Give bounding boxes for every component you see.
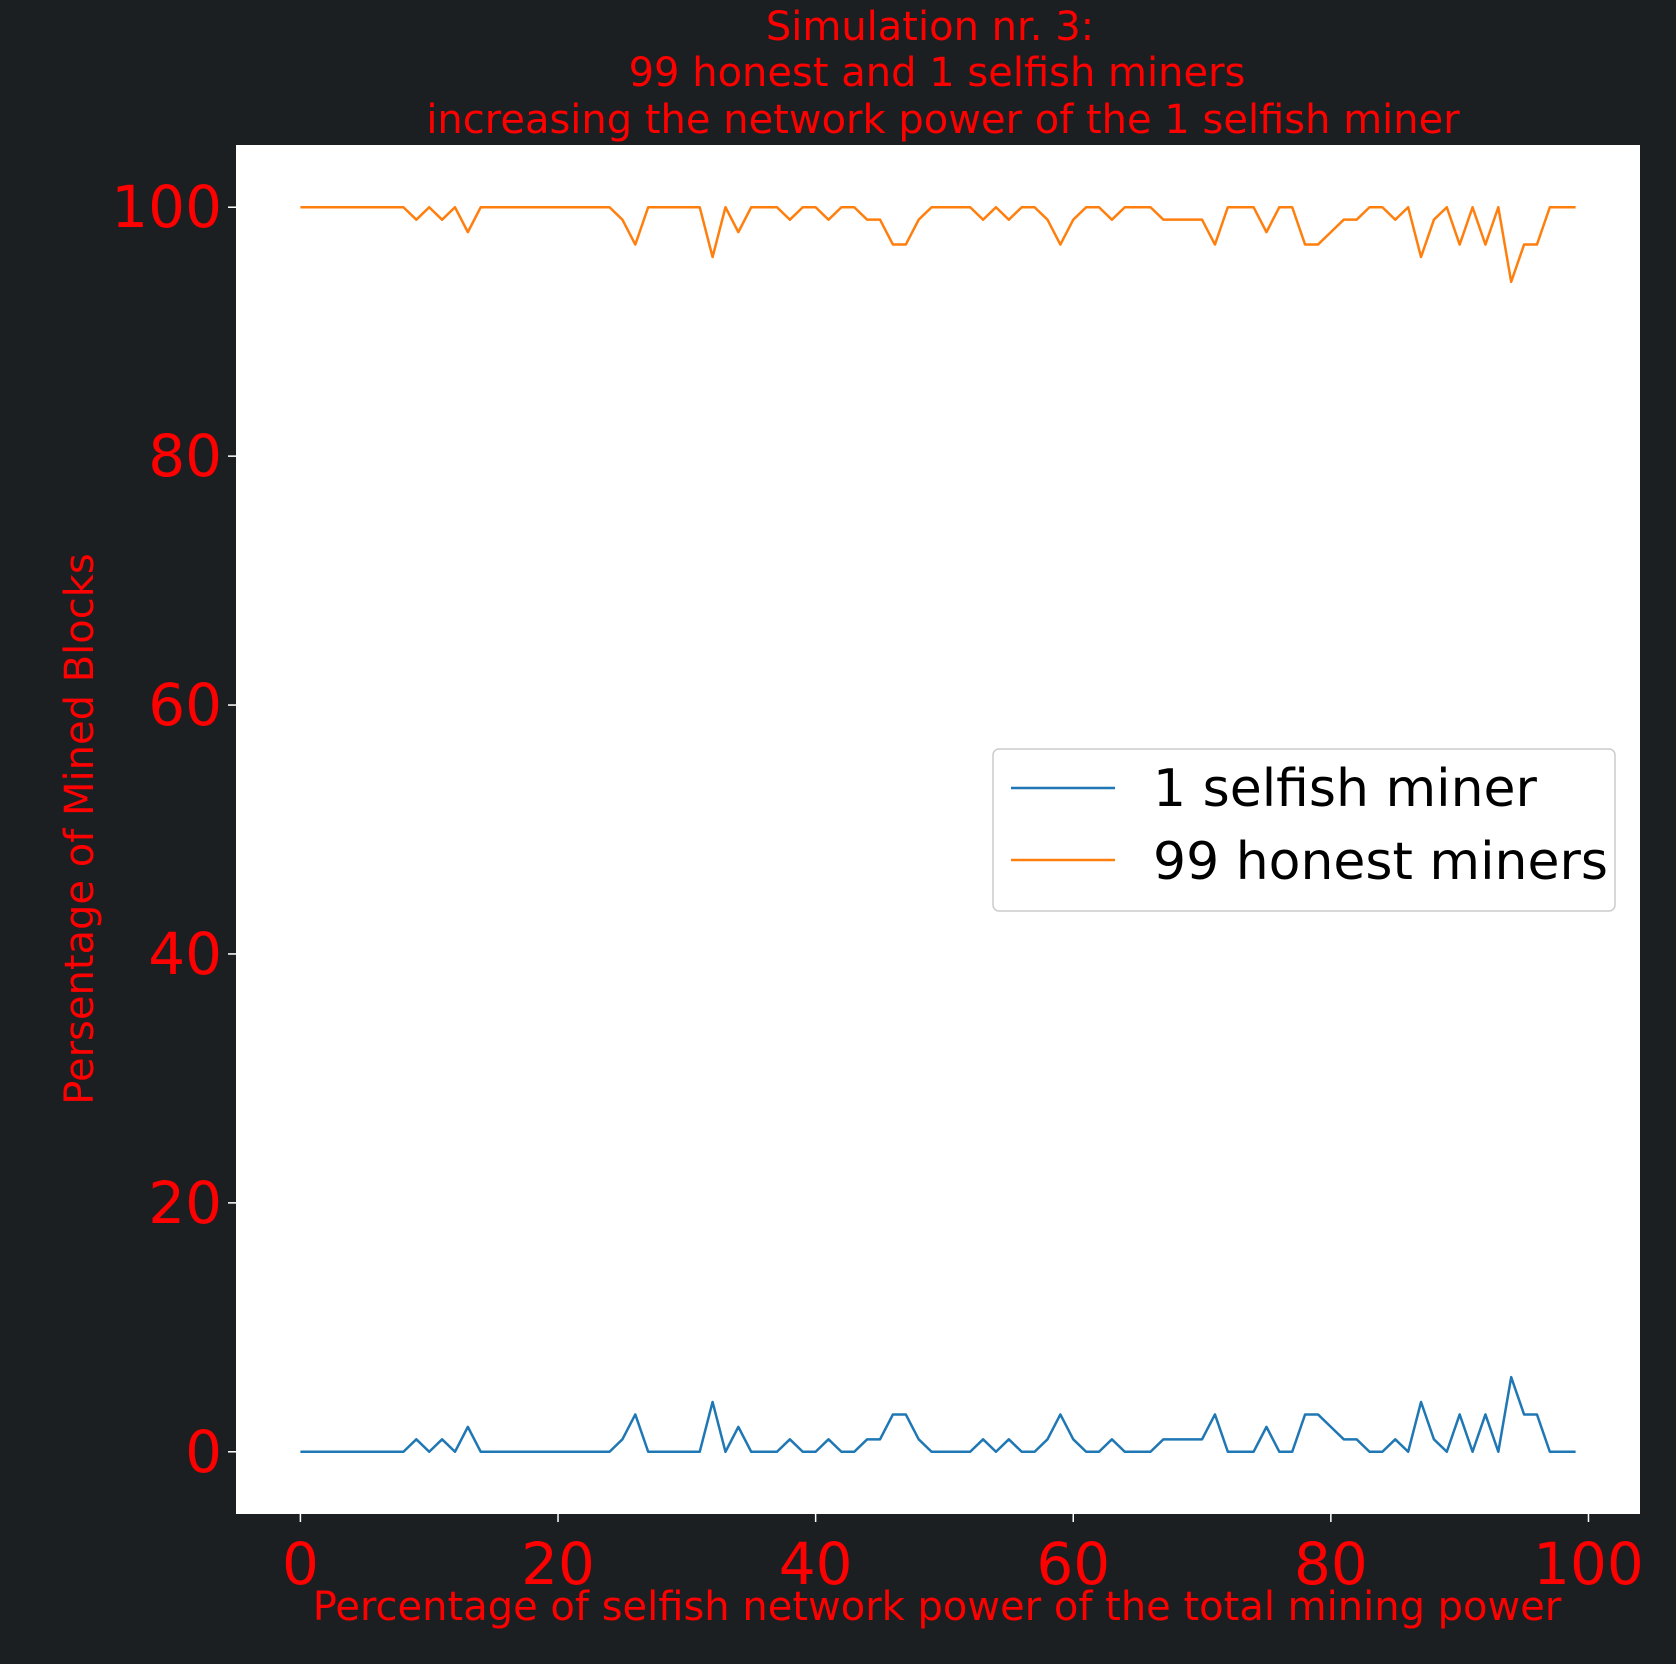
x-tick-label: 60 [1036,1530,1110,1598]
legend-frame [992,748,1616,912]
y-tick-label: 20 [148,1169,222,1237]
y-tick-label: 80 [148,422,222,490]
y-tick-label: 60 [148,671,222,739]
series-line-selfish [300,1375,1576,1454]
title-line-3: increasing the network power of the 1 se… [426,97,1460,143]
y-axis-label: Persentage of Mined Blocks [57,553,103,1104]
y-tick-label: 100 [111,173,222,241]
legend-label-honest: 99 honest miners [1153,832,1608,892]
y-tick-label: 40 [148,920,222,988]
legend: 1 selfish miner 99 honest miners [992,748,1616,912]
chart-title: Simulation nr. 3: 99 honest and 1 selfis… [426,4,1460,143]
series-line-honest [300,205,1576,284]
y-tick-label: 0 [185,1418,222,1486]
series-lines [300,205,1576,1454]
x-tick-label: 0 [282,1530,319,1598]
x-tick-label: 40 [779,1530,853,1598]
legend-label-selfish: 1 selfish miner [1153,759,1538,819]
x-tick-label: 80 [1294,1530,1368,1598]
x-axis-label: Percentage of selfish network power of t… [313,1584,1562,1630]
title-line-1: Simulation nr. 3: [766,4,1094,50]
x-tick-label: 20 [521,1530,595,1598]
x-tick-label: 100 [1533,1530,1644,1598]
title-line-2: 99 honest and 1 selfish miners [629,50,1246,96]
x-axis-ticks: 0 20 40 60 80 100 [282,1514,1644,1598]
y-axis-ticks: 0 20 40 60 80 100 [111,173,236,1486]
